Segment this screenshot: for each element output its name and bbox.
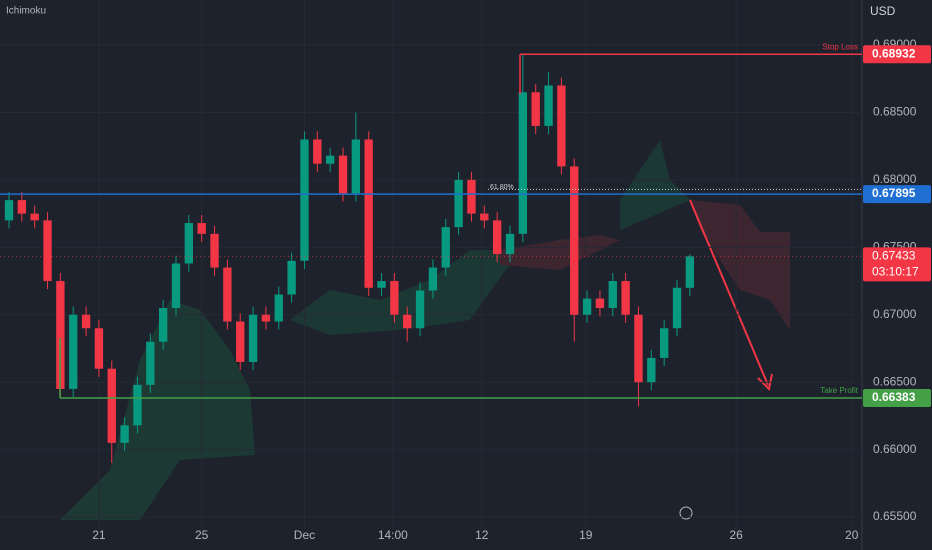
x-tick-label: 20 [845, 528, 859, 542]
candle-body [120, 425, 129, 443]
candle-body [685, 256, 695, 288]
fib-label: 61.80% [490, 184, 514, 191]
candle-body [43, 220, 52, 282]
level-label: Stop Loss [822, 42, 858, 51]
x-tick-label: 19 [579, 528, 593, 542]
candle-body [659, 328, 669, 358]
candle-body [672, 287, 682, 329]
candle-body [634, 314, 643, 383]
x-tick-label: 21 [92, 528, 106, 542]
candle-body [570, 166, 579, 315]
cloud-red [690, 200, 790, 330]
x-tick-label: 14:00 [378, 528, 408, 542]
candle-body [403, 314, 412, 329]
candle-body [261, 314, 271, 322]
event-icon[interactable] [679, 506, 693, 520]
candle-body [454, 179, 463, 228]
candle-body [81, 314, 91, 329]
level-price-box [863, 388, 931, 407]
candle-body [467, 179, 476, 214]
currency: USD [870, 4, 896, 18]
candle-body [557, 85, 566, 167]
candle-body [492, 220, 502, 255]
candle-body [338, 155, 348, 194]
arrow-head [757, 373, 773, 392]
candle-body [313, 139, 322, 164]
x-tick-label: 25 [195, 528, 209, 542]
candle-body [441, 227, 450, 268]
x-tick-label: Dec [294, 528, 315, 542]
candle-body [621, 281, 630, 315]
candle-body [274, 294, 283, 322]
forecast-arrow [689, 199, 769, 386]
cloud-green [620, 140, 690, 230]
candle-body [56, 281, 65, 389]
x-tick-label: 26 [729, 528, 743, 542]
cloud-red [500, 235, 620, 270]
candle-body [608, 281, 617, 309]
candle-body [505, 233, 515, 255]
candle-body [364, 139, 373, 288]
candle-body [17, 200, 27, 214]
candle-body [582, 298, 592, 315]
candle-body [531, 92, 540, 126]
last-price-label: 0.67433 [872, 249, 916, 263]
y-tick-label: 0.65500 [873, 509, 917, 523]
y-tick-label: 0.66500 [873, 374, 917, 388]
candle-body [287, 260, 296, 295]
candle-body [377, 281, 386, 288]
candle-body [647, 357, 656, 383]
level-price: 0.66383 [872, 390, 916, 404]
candle-body [325, 155, 335, 164]
level-price: 0.67895 [872, 186, 916, 200]
candle-body [30, 213, 39, 221]
level-price-box [863, 45, 931, 64]
level-price-box [863, 185, 931, 204]
candle-body [184, 223, 194, 264]
y-tick-label: 0.67000 [873, 307, 917, 321]
candle-body [428, 267, 438, 291]
candle-body [595, 298, 605, 309]
x-tick-label: 12 [475, 528, 489, 542]
level-price: 0.68932 [872, 46, 916, 60]
y-tick-label: 0.68000 [873, 172, 917, 186]
last-price-box [863, 247, 931, 282]
candle-body [248, 314, 258, 362]
candle-body [518, 92, 528, 234]
candle-body [171, 263, 181, 309]
candle-body [236, 321, 245, 362]
candle-body [390, 281, 399, 315]
candle-body [223, 267, 232, 322]
y-tick-label: 0.66000 [873, 442, 917, 456]
candle-body [210, 233, 219, 268]
candle-body [4, 200, 14, 221]
candle-body [69, 314, 78, 389]
y-tick-label: 0.68500 [873, 105, 917, 119]
level-label: Take Profit [820, 386, 859, 395]
candle-body [133, 384, 142, 426]
cloud-green [60, 300, 255, 520]
ichimoku-cloud [60, 140, 790, 520]
candle-body [544, 85, 553, 126]
countdown: 03:10:17 [872, 265, 919, 279]
candle-body [146, 341, 155, 385]
cloud-green [290, 250, 520, 335]
candle-body [158, 308, 168, 342]
candle-body [197, 223, 206, 234]
candle-body [94, 328, 104, 369]
indicator-name: Ichimoku [6, 6, 46, 17]
candle-body [415, 290, 425, 329]
candle-body [351, 139, 361, 194]
candle-body [107, 368, 116, 443]
candle-body [480, 213, 489, 221]
candle-body [300, 139, 309, 261]
